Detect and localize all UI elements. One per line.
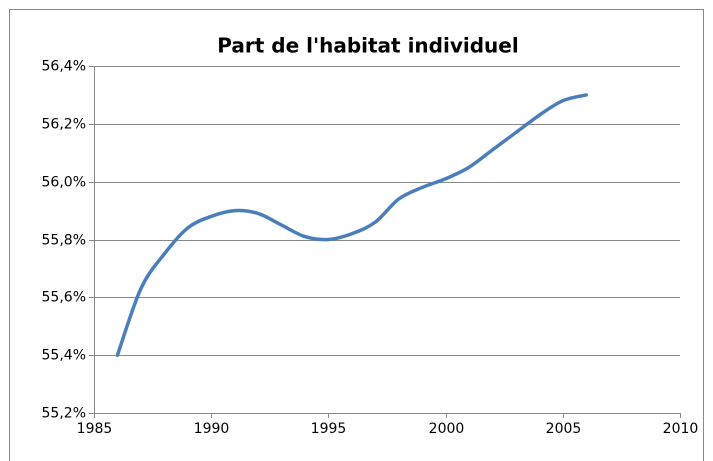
- chart-title: Part de l'habitat individuel: [217, 34, 518, 58]
- x-tick-label: 2000: [429, 421, 465, 437]
- y-tick-label: 56,0%: [42, 175, 86, 191]
- y-tick-label: 56,2%: [42, 117, 86, 133]
- y-tick-label: 55,8%: [42, 233, 86, 249]
- x-tick-label: 1985: [77, 421, 113, 437]
- y-tick-label: 56,4%: [42, 59, 86, 75]
- chart-frame: [9, 9, 704, 461]
- y-tick-label: 55,2%: [42, 406, 86, 422]
- y-tick-label: 55,4%: [42, 348, 86, 364]
- y-tick-label: 55,6%: [42, 290, 86, 306]
- x-tick-label: 1995: [311, 421, 347, 437]
- x-tick-label: 1990: [194, 421, 230, 437]
- line: [115, 93, 588, 357]
- x-tick-label: 2005: [546, 421, 582, 437]
- x-tick-label: 2010: [663, 421, 699, 437]
